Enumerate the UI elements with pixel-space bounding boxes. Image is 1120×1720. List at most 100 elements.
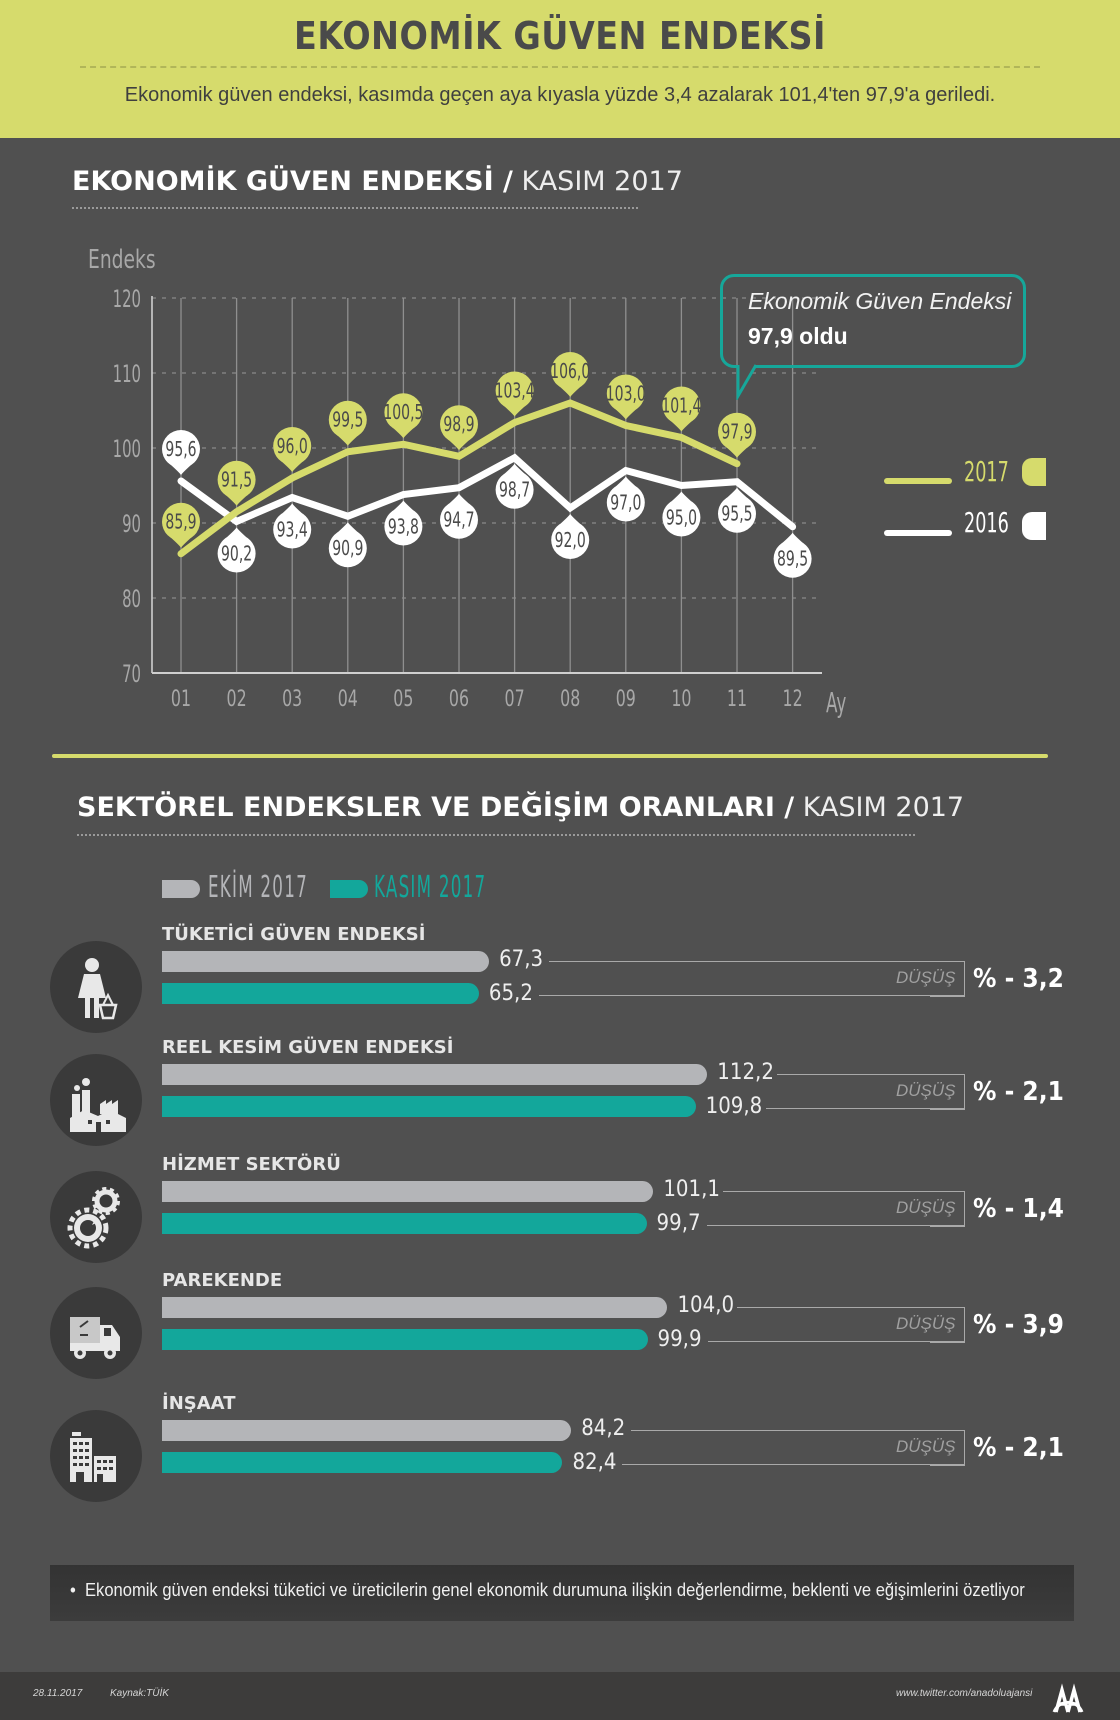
truck-icon bbox=[70, 1317, 120, 1359]
note-box bbox=[50, 1565, 1074, 1621]
legend-label-2017: 2017 bbox=[964, 455, 1009, 488]
connector-line bbox=[765, 1108, 964, 1109]
marker-pin-head bbox=[273, 510, 312, 549]
data-label: 95,0 bbox=[666, 507, 697, 530]
change-value: % - 1,4 bbox=[973, 1194, 1064, 1224]
legend-chip-ekim bbox=[162, 880, 200, 898]
x-tick-label: 09 bbox=[616, 685, 636, 711]
y-tick-label: 100 bbox=[113, 434, 141, 463]
change-label: DÜŞÜŞ bbox=[896, 1314, 956, 1333]
marker-2016: 97,0 bbox=[606, 476, 645, 522]
x-tick-label: 08 bbox=[560, 685, 580, 711]
data-label: 95,6 bbox=[165, 439, 196, 462]
data-label: 94,7 bbox=[443, 509, 474, 532]
x-tick-label: 07 bbox=[505, 685, 525, 711]
callout-box bbox=[720, 274, 1026, 368]
bar-ekim-2017 bbox=[162, 1420, 572, 1441]
bullet-icon: • bbox=[70, 1580, 86, 1600]
bar-kasim-2017 bbox=[162, 1452, 563, 1473]
marker-2016: 94,7 bbox=[440, 493, 478, 539]
connector-line bbox=[631, 1430, 964, 1431]
bar-ekim-2017 bbox=[162, 951, 490, 972]
data-label: 96,0 bbox=[277, 436, 308, 459]
bracket-line bbox=[930, 1430, 965, 1466]
section1-title: EKONOMİK GÜVEN ENDEKSİ / KASIM 2017 bbox=[72, 166, 683, 197]
value-label-ekim: 101,1 bbox=[663, 1177, 720, 1202]
data-label: 90,2 bbox=[221, 543, 252, 566]
footer-twitter-link[interactable]: www.twitter.com/anadoluajansi bbox=[896, 1688, 1033, 1699]
value-label-kasim: 65,2 bbox=[488, 981, 533, 1006]
marker-pin-head bbox=[440, 405, 478, 444]
connector-line bbox=[707, 1341, 964, 1342]
y-tick-label: 90 bbox=[122, 509, 141, 538]
marker-2017: 99,5 bbox=[328, 400, 367, 446]
y-tick-label: 110 bbox=[113, 359, 141, 388]
marker-2017: 96,0 bbox=[273, 427, 312, 472]
data-label: 106,0 bbox=[550, 361, 590, 384]
marker-pin-head bbox=[551, 521, 590, 559]
sector-icon-circle bbox=[50, 941, 142, 1033]
series-line-2017 bbox=[177, 399, 741, 558]
shopper-icon bbox=[78, 958, 118, 1020]
marker-pin-head bbox=[217, 534, 256, 573]
y-axis-title: Endeks bbox=[88, 245, 156, 275]
x-tick-label: 06 bbox=[449, 685, 469, 711]
data-label: 97,0 bbox=[610, 492, 641, 515]
data-label: 90,9 bbox=[332, 538, 363, 561]
gears-icon bbox=[67, 1187, 120, 1249]
footer-date: 28.11.2017 bbox=[33, 1688, 83, 1699]
title-divider bbox=[80, 66, 1040, 68]
buildings-icon bbox=[70, 1432, 116, 1482]
marker-2016: 95,5 bbox=[718, 487, 756, 533]
marker-pin-head bbox=[162, 502, 200, 541]
marker-pin-head bbox=[551, 352, 590, 390]
change-label: DÜŞÜŞ bbox=[896, 968, 956, 987]
aa-logo-icon bbox=[1052, 1683, 1084, 1713]
factory-icon bbox=[70, 1078, 126, 1132]
value-label-ekim: 84,2 bbox=[581, 1416, 626, 1441]
bar-ekim-2017 bbox=[162, 1297, 668, 1318]
sector-icon-circle bbox=[50, 1410, 142, 1502]
bracket-line bbox=[930, 1074, 965, 1110]
value-label-ekim: 104,0 bbox=[677, 1293, 735, 1318]
marker-pin-head bbox=[384, 507, 423, 546]
value-label-kasim: 99,9 bbox=[657, 1327, 702, 1352]
data-label: 103,4 bbox=[495, 380, 535, 403]
note-content: Ekonomik güven endeksi tüketici ve üreti… bbox=[85, 1580, 1025, 1600]
sector-name: REEL KESİM GÜVEN ENDEKSİ bbox=[162, 1037, 454, 1058]
bar-kasim-2017 bbox=[162, 983, 479, 1004]
data-label: 103,0 bbox=[606, 383, 646, 406]
sector-name: İNŞAAT bbox=[162, 1393, 236, 1414]
footer bbox=[0, 1672, 1120, 1720]
section1-underline bbox=[72, 207, 638, 209]
marker-2016: 98,7 bbox=[495, 463, 534, 509]
bar-kasim-2017 bbox=[162, 1213, 647, 1234]
bar-kasim-2017 bbox=[162, 1329, 648, 1350]
data-label: 93,4 bbox=[277, 519, 308, 542]
marker-2016: 93,4 bbox=[273, 503, 312, 549]
sector-name: HİZMET SEKTÖRÜ bbox=[162, 1154, 341, 1175]
x-tick-label: 05 bbox=[393, 685, 413, 711]
connector-line bbox=[723, 1191, 964, 1192]
data-label: 98,7 bbox=[499, 479, 530, 502]
main-title: EKONOMİK GÜVEN ENDEKSİ bbox=[294, 14, 826, 58]
x-tick-label: 01 bbox=[171, 685, 191, 711]
legend-chip-2017 bbox=[1022, 458, 1046, 486]
marker-pin-head bbox=[440, 500, 478, 539]
sector-icon-circle bbox=[50, 1287, 142, 1379]
marker-2016: 89,5 bbox=[773, 532, 812, 578]
connector-line bbox=[706, 1225, 964, 1226]
marker-pin-head bbox=[273, 427, 312, 465]
legend-label-2016: 2016 bbox=[964, 506, 1009, 539]
callout-value: 97,9 oldu bbox=[748, 323, 848, 349]
section2-title-light: KASIM 2017 bbox=[794, 792, 965, 823]
marker-2016: 92,0 bbox=[551, 514, 590, 559]
marker-2017: 85,9 bbox=[162, 502, 200, 548]
marker-2017: 91,5 bbox=[217, 460, 256, 506]
legend-label-ekim: EKİM 2017 bbox=[208, 870, 308, 905]
x-tick-label: 12 bbox=[783, 685, 803, 711]
marker-pin-head bbox=[328, 529, 367, 568]
marker-2017: 103,4 bbox=[495, 371, 535, 417]
bar-kasim-2017 bbox=[162, 1096, 696, 1117]
value-label-kasim: 82,4 bbox=[572, 1450, 617, 1475]
